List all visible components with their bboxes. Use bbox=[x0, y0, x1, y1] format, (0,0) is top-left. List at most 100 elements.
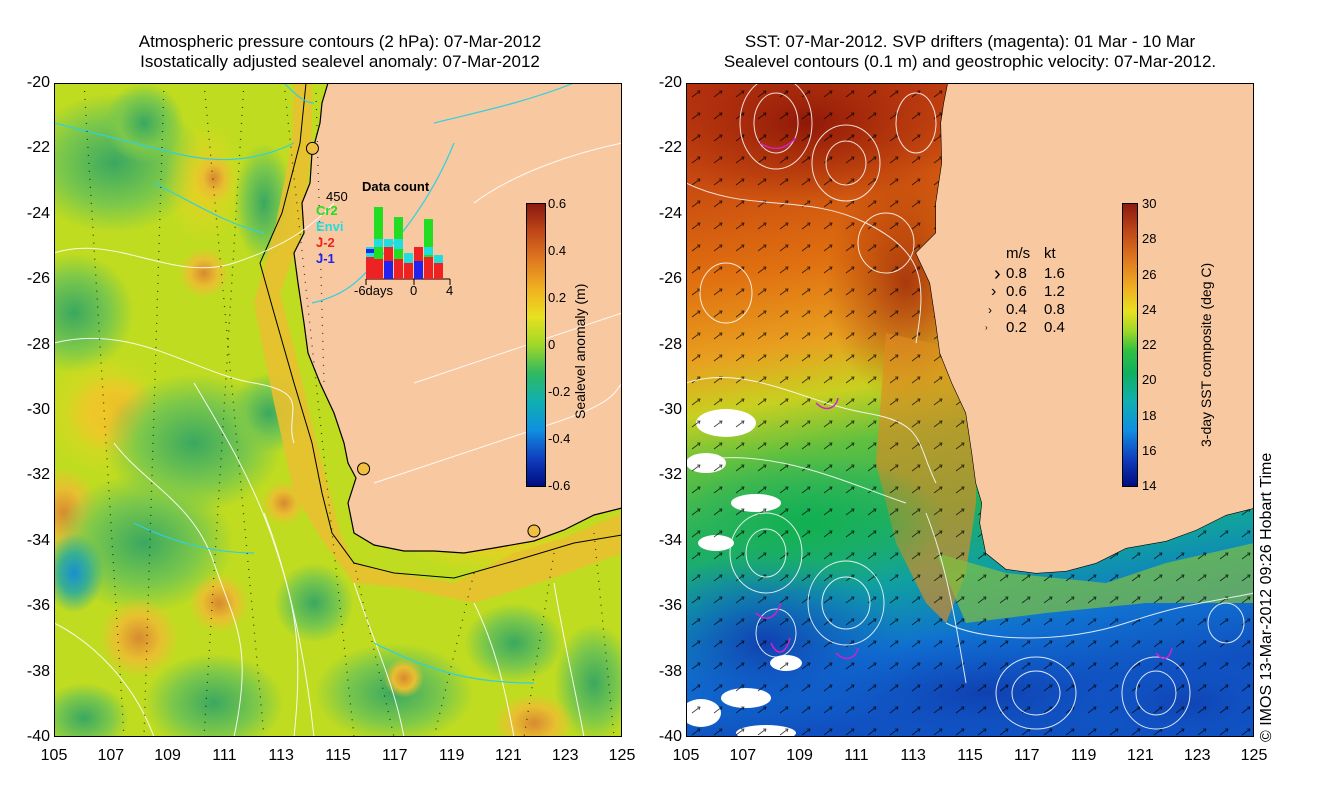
left-lon-tick: 105 bbox=[40, 747, 68, 764]
left-map-title-line1: Atmospheric pressure contours (2 hPa): 0… bbox=[138, 32, 542, 51]
sealevel-colorbar bbox=[526, 203, 546, 487]
data-count-ymax: 450 bbox=[326, 189, 348, 204]
colorbar-tick: 22 bbox=[1142, 337, 1157, 352]
right-lon-tick: 115 bbox=[957, 747, 983, 764]
data-count-x-start: -6days bbox=[354, 283, 394, 298]
right-map-panel[interactable]: m/s kt › 0.8 1.6 › 0.6 1.2 › 0.4 0.8 › 0.2 0.4 30 28… bbox=[686, 83, 1254, 737]
right-lat-tick: -28 bbox=[658, 335, 682, 353]
left-lat-tick: -36 bbox=[26, 597, 50, 615]
dc-bar bbox=[394, 239, 403, 249]
right-lat-tick: -24 bbox=[658, 204, 682, 222]
left-lon-tick: 111 bbox=[212, 747, 237, 764]
velocity-legend-kt: 1.2 bbox=[1044, 283, 1065, 300]
colorbar-tick: 0.6 bbox=[548, 196, 567, 211]
left-lat-tick: -20 bbox=[26, 74, 50, 91]
velocity-legend-kt: 0.8 bbox=[1044, 301, 1065, 318]
dc-bar bbox=[414, 261, 423, 279]
data-count-legend-item: Cr2 bbox=[316, 203, 338, 218]
velocity-legend-ms: 0.8 bbox=[1006, 265, 1027, 282]
colorbar-tick: 0 bbox=[548, 337, 556, 352]
data-count-inset: Data count 450 Cr2 Envi J-2 J-1 bbox=[310, 177, 470, 307]
colorbar-tick: 16 bbox=[1142, 442, 1157, 458]
velocity-legend-kt: 1.6 bbox=[1044, 265, 1065, 282]
left-lon-tick: 119 bbox=[438, 747, 465, 764]
right-lon-tick: 125 bbox=[1240, 747, 1268, 764]
left-map-panel[interactable]: Data count 450 Cr2 Envi J-2 J-1 bbox=[54, 83, 622, 737]
right-lon-tick: 121 bbox=[1127, 747, 1154, 764]
right-lat-tick: -26 bbox=[658, 270, 682, 288]
colorbar-tick: 30 bbox=[1142, 196, 1157, 211]
left-lat-tick: -30 bbox=[26, 401, 50, 418]
data-count-title: Data count bbox=[362, 179, 430, 194]
velocity-legend-ms: 0.4 bbox=[1006, 301, 1027, 318]
dc-bar bbox=[414, 247, 423, 261]
data-count-legend-item: J-2 bbox=[316, 235, 335, 250]
colorbar-tick: 26 bbox=[1142, 266, 1157, 282]
right-lat-tick: -38 bbox=[658, 662, 682, 680]
colorbar-tick: 18 bbox=[1142, 407, 1157, 423]
dc-bar bbox=[366, 257, 374, 279]
data-count-x-mid: 0 bbox=[410, 283, 418, 298]
right-lon-tick: 107 bbox=[729, 747, 757, 764]
data-count-bars bbox=[366, 207, 443, 279]
dc-bar bbox=[384, 261, 393, 279]
dc-bar bbox=[424, 257, 433, 279]
velocity-arrow-icon: › bbox=[994, 263, 1001, 285]
tide-gauge-markers bbox=[305, 141, 541, 538]
dc-bar bbox=[434, 263, 443, 279]
right-map-title-line1: SST: 07-Mar-2012. SVP drifters (magenta)… bbox=[744, 32, 1196, 51]
colorbar-tick: 0.4 bbox=[548, 243, 567, 258]
right-lon-tick: 113 bbox=[900, 747, 926, 764]
dc-bar bbox=[374, 207, 383, 259]
dc-bar bbox=[366, 249, 374, 253]
right-lat-tick: -30 bbox=[658, 401, 682, 418]
velocity-arrow-icon: › bbox=[991, 283, 997, 300]
velocity-legend-header-kt: kt bbox=[1044, 245, 1056, 262]
velocity-legend-header-ms: m/s bbox=[1006, 245, 1031, 262]
imos-credit: © IMOS 13-Mar-2012 09:26 Hobart Time bbox=[1258, 452, 1275, 742]
dc-bar bbox=[404, 253, 413, 263]
dc-bar bbox=[374, 239, 383, 247]
data-count-legend-item: J-1 bbox=[316, 251, 335, 266]
left-lon-tick: 107 bbox=[97, 747, 125, 764]
left-map-title-line2: Isostatically adjusted sealevel anomaly:… bbox=[140, 52, 540, 71]
left-lat-tick: -34 bbox=[26, 531, 50, 549]
dc-bar bbox=[424, 219, 433, 257]
data-count-chart bbox=[365, 207, 451, 285]
colorbar-tick: 14 bbox=[1142, 478, 1157, 493]
colorbar-tick: -0.2 bbox=[548, 384, 571, 399]
sealevel-colorbar-label: Sealevel anomaly (m) bbox=[572, 283, 588, 419]
left-lat-tick: -22 bbox=[26, 139, 50, 157]
left-lat-tick: -32 bbox=[26, 466, 50, 484]
right-lon-tick: 109 bbox=[786, 747, 813, 764]
right-lat-tick: -22 bbox=[658, 139, 682, 157]
tide-gauge-marker bbox=[357, 462, 371, 476]
left-lon-tick: 125 bbox=[608, 747, 636, 764]
colorbar-tick: 20 bbox=[1142, 372, 1157, 388]
dc-bar bbox=[394, 259, 403, 279]
velocity-legend-ms: 0.6 bbox=[1006, 283, 1027, 300]
left-lon-tick: 121 bbox=[495, 747, 522, 764]
right-lat-tick: -20 bbox=[658, 74, 682, 91]
left-lon-tick: 109 bbox=[154, 747, 181, 764]
colorbar-tick: 28 bbox=[1142, 231, 1157, 247]
dc-bar bbox=[424, 247, 433, 255]
left-lat-tick: -26 bbox=[26, 270, 50, 288]
velocity-legend: m/s kt › 0.8 1.6 › 0.6 1.2 › 0.4 0.8 › 0.2 0.4 bbox=[980, 243, 1090, 353]
tide-gauge-marker bbox=[527, 524, 541, 538]
left-lat-tick: -24 bbox=[26, 204, 50, 222]
dc-bar bbox=[384, 239, 393, 247]
colorbar-tick: 0.2 bbox=[548, 290, 567, 305]
velocity-legend-kt: 0.4 bbox=[1044, 319, 1065, 336]
data-count-legend-item: Envi bbox=[316, 219, 344, 234]
left-lon-tick: 113 bbox=[268, 747, 294, 764]
left-lon-tick: 123 bbox=[551, 747, 579, 764]
left-lat-tick: -40 bbox=[26, 728, 50, 745]
sst-colorbar bbox=[1122, 203, 1138, 487]
colorbar-tick: -0.6 bbox=[548, 478, 571, 493]
right-lon-tick: 117 bbox=[1014, 747, 1040, 764]
left-lon-tick: 115 bbox=[325, 747, 351, 764]
left-lat-tick: -38 bbox=[26, 662, 50, 680]
dc-bar bbox=[394, 217, 403, 259]
velocity-arrow-icon: › bbox=[988, 303, 992, 317]
